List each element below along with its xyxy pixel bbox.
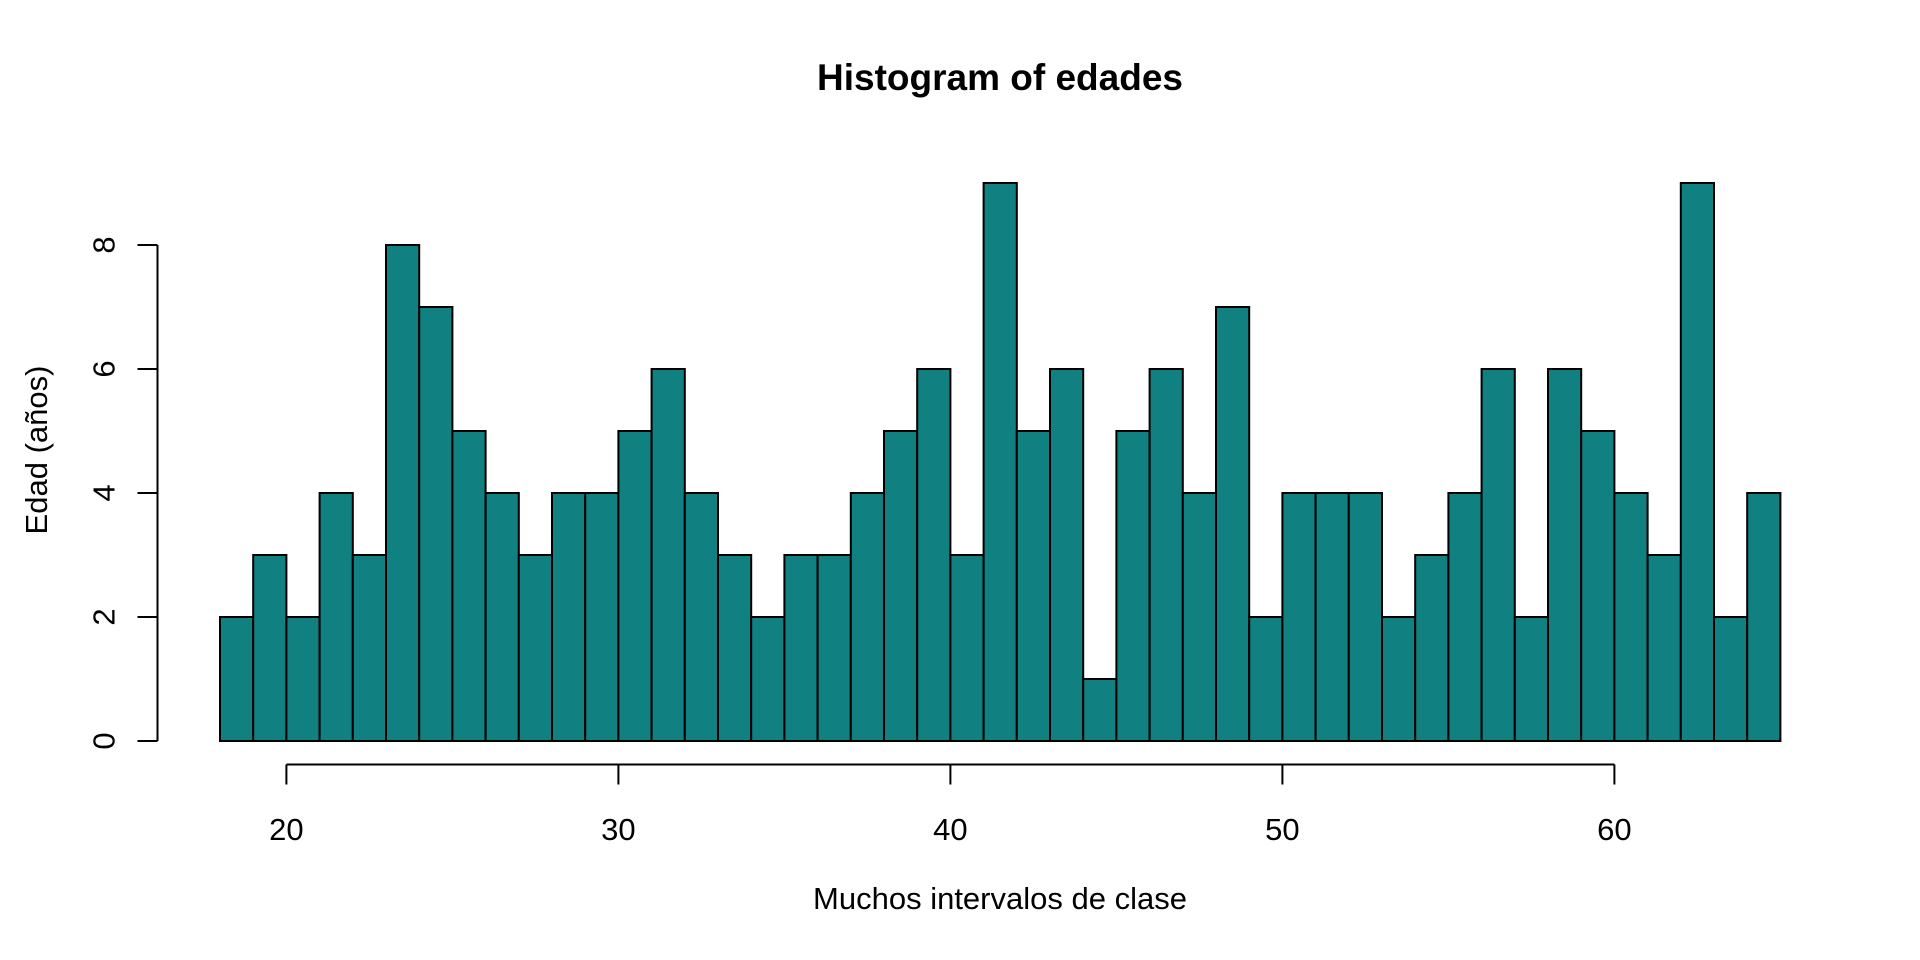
histogram-bar <box>717 554 753 742</box>
y-axis: 0 2 4 6 8 <box>87 236 159 750</box>
histogram-bar <box>1082 678 1118 742</box>
histogram-bar <box>883 430 919 742</box>
histogram-bar <box>551 492 587 742</box>
histogram-bar <box>285 616 321 742</box>
histogram-bar <box>1281 492 1317 742</box>
histogram-bar <box>1679 182 1716 742</box>
histogram-bar <box>484 492 520 742</box>
x-axis: 20 30 40 50 60 <box>269 763 1632 847</box>
histogram-bar <box>1347 492 1384 742</box>
histogram-bar <box>1314 492 1350 742</box>
histogram-bar <box>351 554 387 742</box>
histogram-bar <box>1580 430 1616 742</box>
histogram-bar <box>451 430 487 742</box>
y-tick-label: 8 <box>87 236 122 253</box>
histogram-bar <box>1115 430 1151 742</box>
histogram-bar <box>1613 492 1649 742</box>
y-tick-label: 0 <box>87 732 122 749</box>
histogram-bar <box>650 368 686 742</box>
histogram-bar <box>1746 492 1782 742</box>
histogram-bar <box>1381 616 1417 742</box>
bars-group <box>219 182 1782 742</box>
x-axis-label: Muchos intervalos de clase <box>813 881 1187 916</box>
histogram-bar <box>1713 616 1749 742</box>
histogram-bar <box>385 244 421 742</box>
histogram-bar <box>1248 616 1284 742</box>
x-tick-label: 60 <box>1597 812 1631 847</box>
y-tick-label: 6 <box>87 360 122 377</box>
histogram-bar <box>1181 492 1218 742</box>
x-tick-label: 50 <box>1265 812 1299 847</box>
chart-title: Histogram of edades <box>817 57 1183 98</box>
histogram-bar <box>418 306 454 742</box>
histogram-bar <box>219 616 255 742</box>
histogram-bar <box>1547 368 1583 742</box>
histogram-bar <box>816 554 852 742</box>
histogram-bar <box>1049 368 1085 742</box>
histogram-bar <box>949 554 985 742</box>
histogram-bar <box>584 492 620 742</box>
histogram-bar <box>517 554 553 742</box>
histogram-bar <box>982 182 1018 742</box>
histogram-bar <box>252 554 288 742</box>
histogram-bar <box>916 368 952 742</box>
x-tick-label: 20 <box>269 812 303 847</box>
histogram-bar <box>1513 616 1550 742</box>
y-tick-label: 4 <box>87 484 122 501</box>
histogram-bar <box>1215 306 1251 742</box>
x-tick-label: 30 <box>601 812 635 847</box>
y-axis-label: Edad (años) <box>19 366 54 535</box>
histogram-bar <box>1414 554 1450 742</box>
histogram-bar <box>783 554 819 742</box>
histogram-bar <box>849 492 885 742</box>
histogram-bar <box>1015 430 1051 742</box>
histogram-bar <box>617 430 653 742</box>
histogram-bar <box>1148 368 1184 742</box>
histogram-bar <box>318 492 354 742</box>
histogram-bar <box>750 616 786 742</box>
y-tick-label: 2 <box>87 608 122 625</box>
histogram-bar <box>1447 492 1483 742</box>
x-tick-label: 40 <box>933 812 967 847</box>
histogram-bar <box>1646 554 1682 742</box>
histogram-bar <box>683 492 719 742</box>
histogram-bar <box>1480 368 1516 742</box>
